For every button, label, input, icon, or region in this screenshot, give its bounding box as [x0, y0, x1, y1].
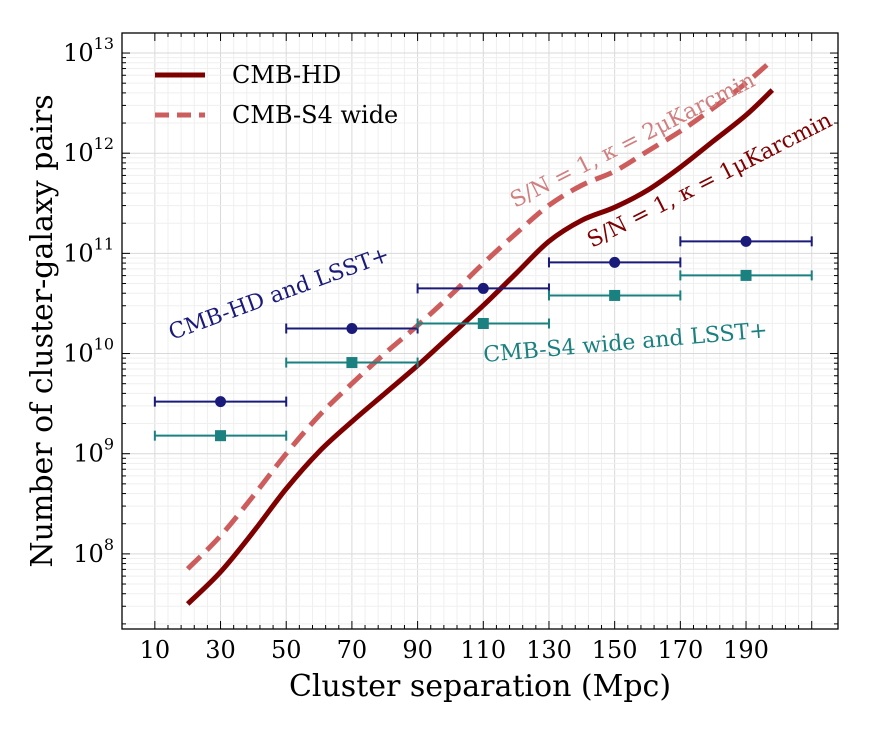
x-tick-label: 110: [460, 636, 506, 664]
series-line-cmb-s4-wide: [185, 58, 774, 571]
marker-s4-lsst: [346, 357, 358, 369]
y-axis-title: Number of cluster-galaxy pairs: [25, 94, 60, 567]
x-tick-label: 30: [205, 636, 236, 664]
x-tick-label: 50: [271, 636, 302, 664]
y-tick-label-base: 10: [63, 340, 94, 368]
x-tick-label: 90: [402, 636, 433, 664]
errorbars: [153, 235, 813, 442]
ticks: 10 30 50 70 90 110 130 150 170 190108109101010111…: [63, 33, 838, 664]
marker-hd-lsst: [740, 235, 752, 247]
legend-label-cmb-s4: CMB-S4 wide: [232, 101, 398, 129]
marker-s4-lsst: [215, 430, 227, 442]
marker-hd-lsst: [609, 256, 621, 268]
legend: CMB-HD CMB-S4 wide: [155, 61, 398, 129]
y-tick-label-base: 10: [73, 440, 104, 468]
y-tick-label-exponent: 12: [94, 134, 114, 153]
y-tick-label: 1012: [63, 134, 114, 167]
y-tick-label: 108: [73, 535, 114, 568]
x-tick-label: 190: [723, 636, 769, 664]
plot-frame: [121, 32, 839, 630]
marker-hd-lsst: [215, 396, 227, 408]
x-axis-title: Cluster separation (Mpc): [289, 669, 671, 704]
y-tick-label-exponent: 8: [104, 535, 114, 554]
y-tick-label-exponent: 10: [94, 335, 114, 354]
y-tick-label-exponent: 9: [104, 435, 114, 454]
x-tick-label: 150: [592, 636, 638, 664]
y-tick-label: 1010: [63, 335, 114, 368]
marker-s4-lsst: [740, 269, 752, 281]
y-tick-label-base: 10: [63, 239, 94, 267]
curves: [185, 58, 775, 606]
marker-hd-lsst: [346, 322, 358, 334]
y-tick-label: 1013: [63, 34, 114, 67]
y-tick-label-base: 10: [63, 139, 94, 167]
y-tick-label-exponent: 11: [94, 234, 114, 253]
y-tick-label: 1011: [63, 234, 114, 267]
y-tick-label-exponent: 13: [94, 34, 114, 53]
legend-label-cmb-hd: CMB-HD: [232, 61, 341, 89]
x-tick-label: 10: [140, 636, 171, 664]
marker-s4-lsst: [477, 317, 489, 329]
x-tick-label: 70: [337, 636, 368, 664]
x-tick-label: 130: [526, 636, 572, 664]
marker-hd-lsst: [477, 282, 489, 294]
y-tick-label-base: 10: [73, 540, 104, 568]
x-tick-label: 170: [657, 636, 703, 664]
y-tick-label-base: 10: [63, 39, 94, 67]
y-tick-label: 109: [73, 435, 114, 468]
series-line-cmb-hd: [185, 88, 775, 606]
grid: [122, 33, 838, 629]
marker-s4-lsst: [609, 289, 621, 301]
